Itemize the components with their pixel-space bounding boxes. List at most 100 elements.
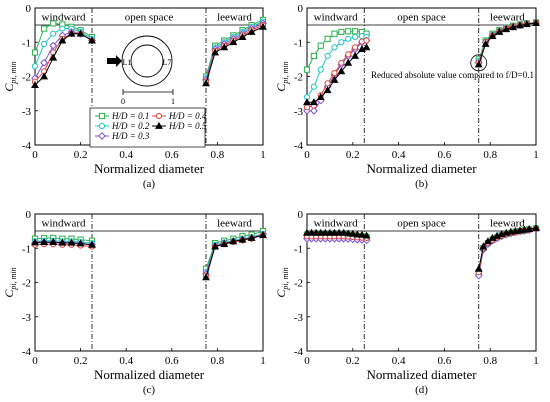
y-tick-label: 0 — [26, 209, 32, 221]
y-axis-label: Cpi, min — [2, 267, 18, 297]
data-point — [525, 224, 534, 232]
data-point — [229, 38, 238, 46]
panel-label: (b) — [415, 178, 428, 190]
data-point — [98, 132, 106, 140]
data-point — [362, 43, 371, 51]
data-point — [259, 231, 267, 239]
inset-left-label: L1 — [123, 58, 132, 67]
data-point — [323, 86, 332, 94]
annotation-circle — [470, 54, 488, 72]
data-point — [479, 242, 488, 250]
panel-label: (a) — [143, 178, 156, 190]
region-label: windward — [314, 218, 358, 230]
y-tick-label: -4 — [294, 346, 304, 358]
data-point — [532, 18, 540, 26]
y-tick-label: -2 — [294, 278, 303, 290]
legend-label: H/D = 0.5 — [168, 121, 207, 131]
data-point — [325, 228, 334, 236]
panel-label: (d) — [415, 384, 428, 396]
data-point — [202, 79, 210, 87]
data-point — [324, 80, 331, 87]
y-axis-label: Cpi, min — [274, 267, 290, 297]
region-label: windward — [314, 12, 358, 24]
x-tick-label: 0 — [32, 355, 38, 367]
x-tick-label: 0 — [304, 355, 310, 367]
data-point — [40, 72, 49, 80]
data-point — [49, 41, 58, 50]
data-point — [532, 223, 540, 231]
x-tick-label: 0.4 — [392, 355, 406, 367]
y-tick-label: -3 — [294, 312, 304, 324]
x-tick-label: 0.8 — [211, 149, 225, 161]
y-tick-label: -3 — [22, 106, 32, 118]
legend: H/D = 0.1H/D = 0.2H/D = 0.3 H/D = 0.4H/D … — [89, 107, 207, 148]
data-point — [317, 42, 324, 49]
data-point — [41, 40, 48, 48]
wind-arrow — [107, 55, 122, 67]
chart-panel-3: windward leeward 0 0.2 0.4 0.6 0.8 1 -4 -3 -2 -1 0 No… — [2, 209, 267, 396]
annotation-text: Reduced absolute value compared to f/D=0… — [371, 70, 534, 80]
data-point — [481, 39, 490, 47]
data-point — [58, 238, 67, 246]
data-point — [67, 238, 76, 246]
data-point — [483, 237, 492, 245]
region-label: open space — [397, 218, 446, 230]
data-point — [362, 231, 371, 239]
x-tick-label: 1 — [260, 149, 266, 161]
y-tick-label: 0 — [298, 3, 304, 15]
data-point — [50, 20, 57, 27]
data-point — [474, 60, 483, 68]
x-tick-label: 0.8 — [483, 149, 497, 161]
region-label: leeward — [490, 218, 525, 230]
data-point — [316, 92, 325, 100]
data-point — [488, 31, 497, 39]
data-point — [316, 228, 325, 236]
legend-label: H/D = 0.1 — [111, 111, 149, 121]
data-point — [247, 27, 256, 35]
data-point — [220, 240, 229, 248]
x-tick-label: 0.2 — [74, 355, 88, 367]
x-axis-label: Normalized diameter — [366, 367, 477, 382]
data-point — [351, 44, 359, 51]
data-point — [303, 104, 311, 111]
data-point — [238, 32, 247, 41]
x-tick-label: 0 — [32, 149, 38, 161]
data-point — [351, 34, 359, 41]
data-point — [310, 52, 317, 60]
data-point — [330, 75, 339, 83]
series-line — [307, 40, 367, 112]
data-point — [88, 36, 96, 44]
inner-ring — [130, 44, 164, 78]
y-axis-label: Cpi, min — [2, 61, 18, 91]
data-point — [41, 25, 48, 32]
data-point — [348, 229, 357, 237]
data-point — [303, 66, 311, 73]
data-point — [337, 67, 346, 75]
data-point — [344, 58, 353, 66]
x-tick-label: 1 — [533, 355, 539, 367]
data-point — [331, 69, 338, 77]
data-point — [345, 28, 352, 35]
series-h-d-0-1 — [31, 16, 267, 80]
chart-panel-4: windward open space leeward 0 0.2 0.4 0.6 0.8 1 -… — [274, 209, 540, 396]
x-tick-label: 0.6 — [165, 149, 179, 161]
series-line — [306, 40, 367, 108]
y-tick-label: 0 — [298, 209, 304, 221]
data-point — [211, 242, 220, 250]
y-axis-label: Cpi, min — [274, 61, 290, 91]
y-tick-label: -1 — [294, 243, 303, 255]
data-point — [312, 228, 321, 236]
y-tick-label: -4 — [294, 140, 304, 152]
data-point — [211, 48, 220, 56]
data-point — [202, 273, 210, 281]
scale-label: 0 — [121, 97, 125, 106]
data-point — [67, 29, 76, 37]
inset-diagram: L1 L7 0 1 — [107, 35, 175, 106]
data-point — [220, 43, 229, 51]
data-point — [324, 35, 331, 42]
region-label: leeward — [217, 12, 252, 24]
plot-frame — [34, 213, 264, 352]
x-tick-label: 0.2 — [74, 149, 88, 161]
data-point — [338, 28, 345, 36]
